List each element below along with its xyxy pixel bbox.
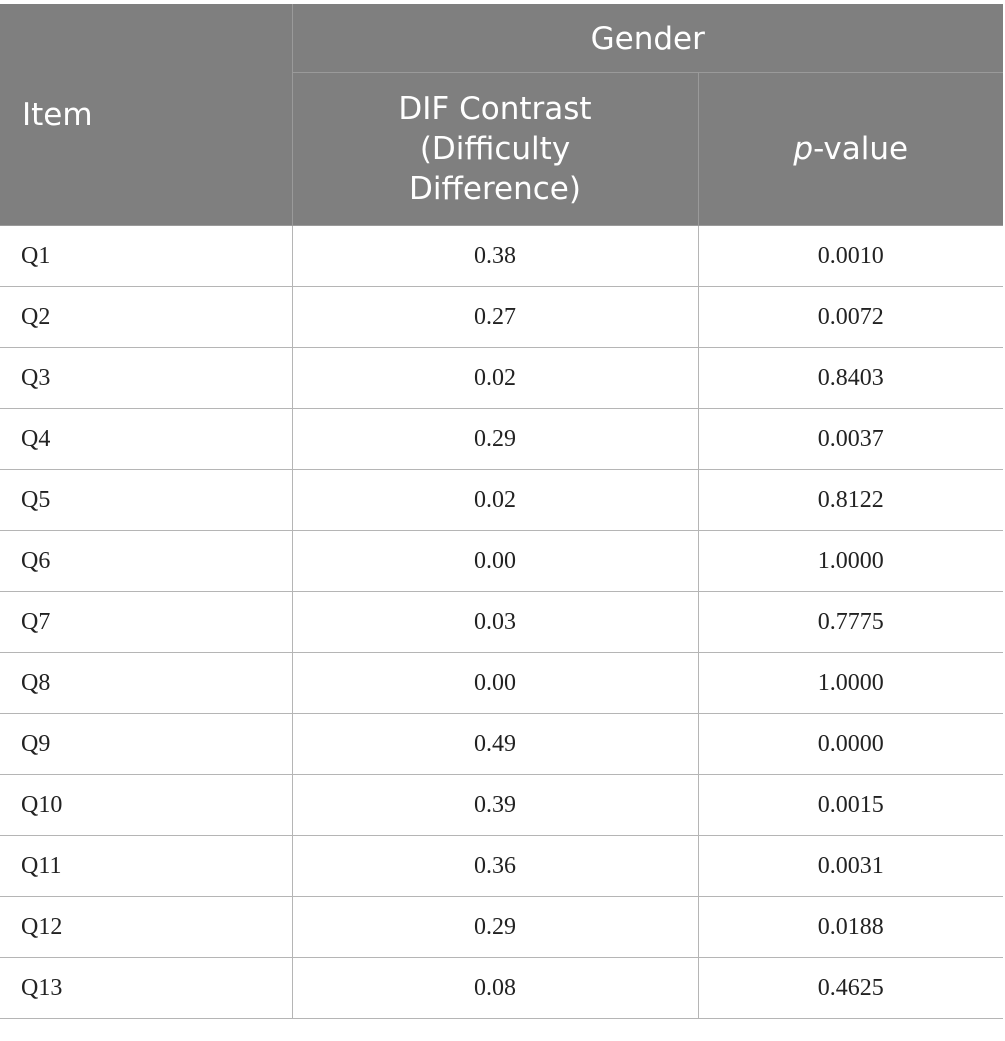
cell-item: Q8 (0, 652, 293, 714)
table-row: Q5 0.02 0.8122 (0, 469, 1003, 531)
table-row: Q11 0.36 0.0031 (0, 835, 1003, 897)
header-p-italic: p (793, 131, 814, 168)
header-p-value: p-value (697, 72, 1003, 226)
table-header: Item Gender DIF Contrast (Difficulty Dif… (0, 3, 1003, 226)
header-row-columns: DIF Contrast (Difficulty Difference) p-v… (0, 72, 1003, 226)
cell-item: Q9 (0, 713, 293, 775)
cell-item: Q2 (0, 286, 293, 348)
cell-p-value: 0.0031 (697, 835, 1003, 897)
header-gender: Gender (291, 3, 1003, 74)
cell-p-value: 0.8403 (697, 347, 1003, 409)
cell-item: Q13 (0, 957, 293, 1019)
table-body: Q1 0.38 0.0010 Q2 0.27 0.0072 Q3 0.02 0.8403 Q4 0.… (0, 225, 1003, 1019)
cell-dif-contrast: 0.02 (291, 347, 699, 409)
header-dif-contrast: DIF Contrast (Difficulty Difference) (292, 72, 699, 226)
table-row: Q12 0.29 0.0188 (0, 896, 1003, 958)
cell-item: Q6 (0, 530, 293, 592)
cell-p-value: 0.0000 (697, 713, 1003, 775)
cell-item: Q10 (0, 774, 293, 836)
cell-p-value: 0.0015 (697, 774, 1003, 836)
cell-dif-contrast: 0.29 (291, 408, 699, 470)
cell-p-value: 0.0037 (697, 408, 1003, 470)
cell-dif-contrast: 0.38 (291, 225, 699, 287)
cell-p-value: 0.8122 (697, 469, 1003, 531)
cell-p-value: 0.0010 (697, 225, 1003, 287)
cell-item: Q7 (0, 591, 293, 653)
cell-item: Q1 (0, 225, 293, 287)
cell-dif-contrast: 0.03 (291, 591, 699, 653)
table-row: Q4 0.29 0.0037 (0, 408, 1003, 470)
table-row: Q9 0.49 0.0000 (0, 713, 1003, 775)
cell-dif-contrast: 0.00 (291, 530, 699, 592)
cell-dif-contrast: 0.29 (291, 896, 699, 958)
cell-dif-contrast: 0.02 (291, 469, 699, 531)
header-row-group: Item Gender (0, 3, 1003, 226)
table-row: Q13 0.08 0.4625 (0, 957, 1003, 1019)
header-dif-line-3: Difference) (409, 171, 581, 208)
cell-dif-contrast: 0.08 (291, 957, 699, 1019)
cell-item: Q5 (0, 469, 293, 531)
cell-dif-contrast: 0.36 (291, 835, 699, 897)
dif-table: Item Gender DIF Contrast (Difficulty Dif… (0, 3, 1003, 1019)
header-item: Item (0, 4, 293, 226)
table-row: Q10 0.39 0.0015 (0, 774, 1003, 836)
table-row: Q2 0.27 0.0072 (0, 286, 1003, 348)
table-row: Q1 0.38 0.0010 (0, 225, 1003, 287)
cell-dif-contrast: 0.49 (291, 713, 699, 775)
header-dif-line-1: DIF Contrast (398, 91, 592, 128)
table-row: Q3 0.02 0.8403 (0, 347, 1003, 409)
cell-p-value: 0.0188 (697, 896, 1003, 958)
cell-dif-contrast: 0.27 (291, 286, 699, 348)
cell-item: Q3 (0, 347, 293, 409)
cell-p-value: 0.4625 (697, 957, 1003, 1019)
header-dif-line-2: (Difficulty (419, 131, 571, 168)
cell-item: Q11 (0, 835, 293, 897)
cell-p-value: 1.0000 (697, 652, 1003, 714)
table-row: Q7 0.03 0.7775 (0, 591, 1003, 653)
header-p-rest: -value (813, 131, 909, 168)
cell-item: Q4 (0, 408, 293, 470)
cell-p-value: 0.0072 (697, 286, 1003, 348)
cell-p-value: 1.0000 (697, 530, 1003, 592)
table-row: Q8 0.00 1.0000 (0, 652, 1003, 714)
table-row: Q6 0.00 1.0000 (0, 530, 1003, 592)
cell-p-value: 0.7775 (697, 591, 1003, 653)
cell-dif-contrast: 0.00 (291, 652, 699, 714)
cell-item: Q12 (0, 896, 293, 958)
cell-dif-contrast: 0.39 (291, 774, 699, 836)
